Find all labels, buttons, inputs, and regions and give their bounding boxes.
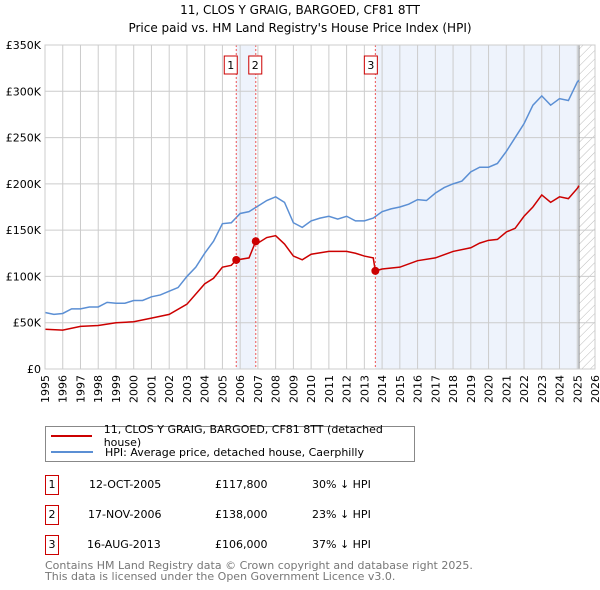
sale-label-box	[248, 55, 263, 75]
sale-row: 2 17-NOV-2006 £138,000 23% ↓ HPI	[45, 505, 465, 525]
y-tick-label: £200K	[6, 178, 42, 191]
sale-row: 1 12-OCT-2005 £117,800 30% ↓ HPI	[45, 475, 465, 495]
x-tick-label: 2010	[305, 375, 318, 403]
x-tick-label: 2002	[163, 375, 176, 403]
x-tick-label: 1995	[39, 375, 52, 403]
sale-row: 3 16-AUG-2013 £106,000 37% ↓ HPI	[45, 535, 465, 555]
sale-price: £138,000	[215, 508, 268, 521]
x-tick-label: 2018	[447, 375, 460, 403]
sale-date: 17-NOV-2006	[88, 508, 162, 521]
x-tick-label: 2000	[128, 375, 141, 403]
legend-item-hpi: HPI: Average price, detached house, Caer…	[46, 444, 364, 460]
x-tick-label: 2015	[394, 375, 407, 403]
x-tick-label: 2023	[536, 375, 549, 403]
x-tick-label: 2007	[252, 375, 265, 403]
sale-price: £117,800	[215, 478, 268, 491]
x-tick-label: 1998	[92, 375, 105, 403]
x-tick-label: 2013	[358, 375, 371, 403]
sale-number: 1	[45, 475, 59, 495]
chart-title: 11, CLOS Y GRAIG, BARGOED, CF81 8TT	[180, 3, 420, 17]
footer-licence: This data is licensed under the Open Gov…	[45, 570, 396, 583]
x-tick-label: 2003	[181, 375, 194, 403]
x-tick-label: 2004	[199, 375, 212, 403]
sale-point	[232, 255, 241, 264]
property-price-line	[44, 185, 580, 331]
sale-date: 16-AUG-2013	[87, 538, 161, 551]
legend-swatch-blue	[51, 451, 93, 453]
y-tick-label: £250K	[6, 132, 42, 145]
sale-hpi-diff: 23% ↓ HPI	[312, 508, 371, 521]
x-tick-label: 2022	[518, 375, 531, 403]
footer-copyright: Contains HM Land Registry data © Crown c…	[45, 559, 473, 572]
plot-border	[44, 44, 596, 370]
x-tick-label: 2005	[216, 375, 229, 403]
legend-swatch-red	[51, 435, 92, 437]
y-tick-label: £350K	[6, 39, 42, 52]
x-tick-label: 2014	[376, 375, 389, 403]
x-tick-label: 2020	[483, 375, 496, 403]
y-tick-label: £50K	[13, 317, 42, 330]
y-tick-label: £0	[27, 363, 41, 376]
sale-hpi-diff: 30% ↓ HPI	[312, 478, 371, 491]
x-tick-label: 2012	[341, 375, 354, 403]
x-tick-label: 2025	[571, 375, 584, 403]
x-tick-label: 2024	[554, 375, 567, 403]
forecast-hatch	[579, 45, 595, 369]
sale-label: 3	[367, 59, 374, 72]
sale-number: 2	[45, 505, 59, 525]
footer: Contains HM Land Registry data © Crown c…	[45, 560, 473, 582]
sale-period-shade	[236, 45, 256, 369]
sale-period-shade	[375, 45, 580, 369]
x-tick-label: 2026	[589, 375, 600, 403]
y-tick-label: £300K	[6, 85, 42, 98]
x-tick-label: 1996	[57, 375, 70, 403]
x-tick-label: 2008	[270, 375, 283, 403]
x-tick-label: 2016	[412, 375, 425, 403]
sale-label-box	[223, 55, 238, 75]
chart-subtitle: Price paid vs. HM Land Registry's House …	[128, 21, 471, 35]
sale-price: £106,000	[215, 538, 268, 551]
y-tick-label: £100K	[6, 270, 42, 283]
x-tick-label: 2009	[287, 375, 300, 403]
x-tick-label: 2011	[323, 375, 336, 403]
x-tick-label: 2001	[145, 375, 158, 403]
sale-label-box	[363, 55, 378, 75]
sale-hpi-diff: 37% ↓ HPI	[312, 538, 371, 551]
x-tick-label: 2006	[234, 375, 247, 403]
legend: 11, CLOS Y GRAIG, BARGOED, CF81 8TT (det…	[45, 423, 415, 462]
legend-label: 11, CLOS Y GRAIG, BARGOED, CF81 8TT (det…	[103, 423, 383, 449]
x-tick-label: 2021	[500, 375, 513, 403]
sale-date: 12-OCT-2005	[89, 478, 162, 491]
hpi-line	[44, 79, 580, 316]
sale-number: 3	[45, 535, 59, 555]
sale-point	[371, 266, 380, 275]
y-tick-label: £150K	[6, 224, 42, 237]
price-chart: 11, CLOS Y GRAIG, BARGOED, CF81 8TT Pric…	[6, 3, 600, 403]
x-tick-label: 1999	[110, 375, 123, 403]
sale-label: 1	[227, 59, 234, 72]
legend-label: HPI: Average price, detached house, Caer…	[105, 445, 364, 459]
x-tick-label: 2017	[429, 375, 442, 403]
sale-label: 2	[252, 59, 259, 72]
sale-point	[251, 237, 260, 246]
legend-item-property: 11, CLOS Y GRAIG, BARGOED, CF81 8TT (det…	[46, 423, 414, 449]
x-tick-label: 1997	[74, 375, 87, 403]
x-tick-label: 2019	[465, 375, 478, 403]
